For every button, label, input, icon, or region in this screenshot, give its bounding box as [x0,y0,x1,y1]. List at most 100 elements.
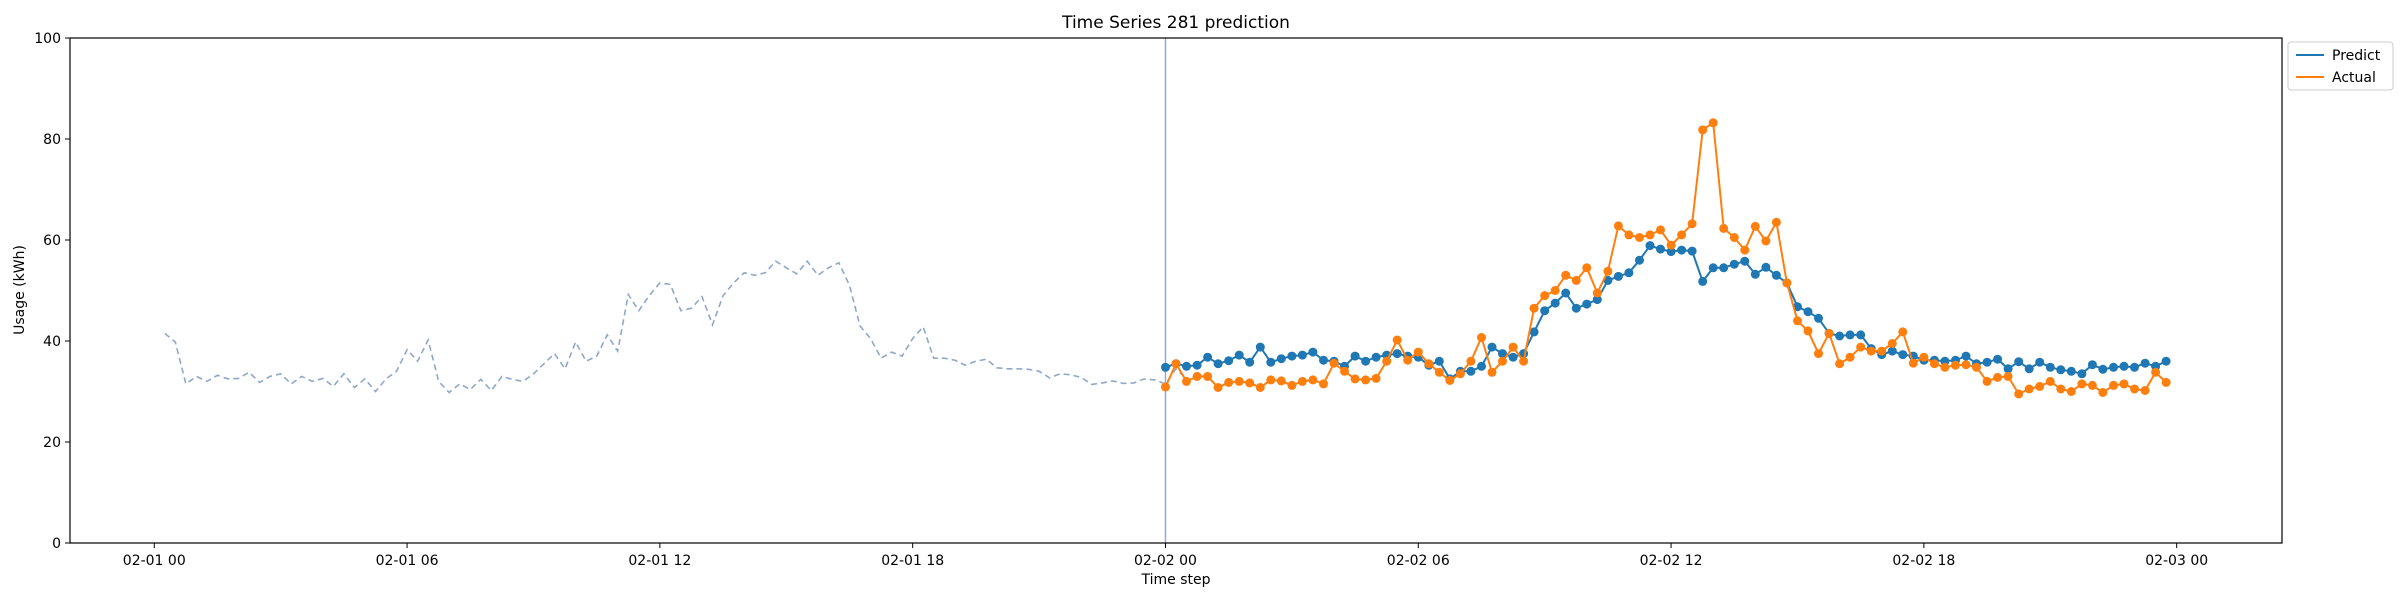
actual-point [1919,352,1929,362]
actual-point [1571,275,1581,285]
predict-point [1592,295,1602,305]
actual-point [2056,384,2066,394]
y-tick-label: 40 [43,334,61,350]
predict-point [1814,313,1823,323]
predict-point [1656,244,1665,254]
predict-point [1856,330,1866,340]
x-tick-label: 02-02 06 [1387,553,1450,569]
actual-point [1877,346,1887,356]
actual-point [1908,358,1918,368]
plot-frame [69,37,2283,544]
predict-point [1624,268,1634,278]
actual-point [1508,342,1518,352]
predict-point [1729,259,1739,269]
predict-point [2098,364,2108,374]
actual-point [2151,367,2161,377]
actual-point [1276,376,1286,386]
x-tick-label: 02-01 00 [123,553,186,569]
legend: Predict Actual [2287,41,2394,91]
actual-point [2161,377,2171,387]
actual-point [1951,360,1960,370]
actual-point [1245,378,1255,388]
predict-point [2045,362,2055,372]
predict-point [2087,360,2097,370]
legend-label-predict: Predict [2332,48,2381,64]
predict-point [2003,364,2013,374]
predict-point [1287,351,1297,361]
actual-point [1550,286,1560,295]
predict-point [1234,350,1244,360]
actual-point [1592,288,1602,298]
predict-point [2066,366,2076,376]
predict-point [1213,359,1223,369]
actual-point [1645,230,1655,240]
actual-point [1835,359,1845,369]
actual-point [1477,333,1486,342]
actual-point [1297,376,1307,386]
actual-point [1719,223,1729,233]
predict-point [1708,263,1718,273]
predict-point [1666,247,1676,257]
actual-point [2130,384,2139,394]
predict-point [1498,349,1507,359]
predict-point [1487,342,1497,352]
actual-point [1740,245,1750,255]
actual-point [1793,316,1802,326]
predict-point [1161,362,1170,372]
predict-point [1982,357,1992,367]
actual-point [1434,367,1444,377]
predict-point [1677,245,1687,255]
actual-point [1961,360,1971,370]
actual-point [1782,278,1792,288]
actual-point [2119,379,2129,389]
predict-point [1508,352,1518,362]
actual-point [1287,380,1297,390]
actual-point [1613,221,1623,231]
actual-point [1929,359,1939,369]
predict-point [2035,357,2045,367]
actual-point [2087,380,2097,390]
predict-point [1993,354,2003,364]
predict-point [1582,299,1592,309]
actual-point [2014,389,2024,399]
x-axis-label: Time step [1141,572,1211,588]
predict-point [1203,352,1213,362]
predict-point [1350,351,1360,361]
actual-point [1656,225,1665,235]
actual-point [1466,356,1476,366]
actual-point [1982,376,1992,386]
predict-point [1224,356,1234,366]
y-tick-label: 100 [34,31,61,47]
predict-point [1771,270,1781,280]
predict-point [1371,352,1381,362]
actual-point [1171,359,1181,369]
predict-point [1361,356,1371,366]
series-layer [164,38,2171,543]
actual-point [1340,366,1349,376]
actual-point [1266,375,1276,385]
predict-point [1887,346,1897,356]
predict-point [1297,350,1307,360]
predict-point [1613,271,1623,281]
actual-point [1824,328,1834,338]
actual-point [1845,352,1855,362]
predict-point [1192,360,1202,370]
x-tick-label: 02-01 06 [376,553,439,569]
actual-point [2003,371,2013,381]
predict-point [2119,361,2129,371]
actual-point [2035,381,2045,391]
actual-point [1666,240,1676,250]
predict-point [2077,369,2087,379]
x-tick-label: 02-03 00 [2145,553,2208,569]
predict-point [2024,364,2034,374]
y-tick-label: 0 [52,536,61,552]
actual-point [1455,369,1465,379]
x-tick-label: 02-02 12 [1640,553,1703,569]
x-tick-label: 02-02 00 [1134,553,1197,569]
actual-point [1350,374,1360,384]
predict-point [1466,366,1476,376]
predict-point [1255,342,1265,352]
actual-point [1635,233,1644,242]
actual-point [1940,362,1950,372]
